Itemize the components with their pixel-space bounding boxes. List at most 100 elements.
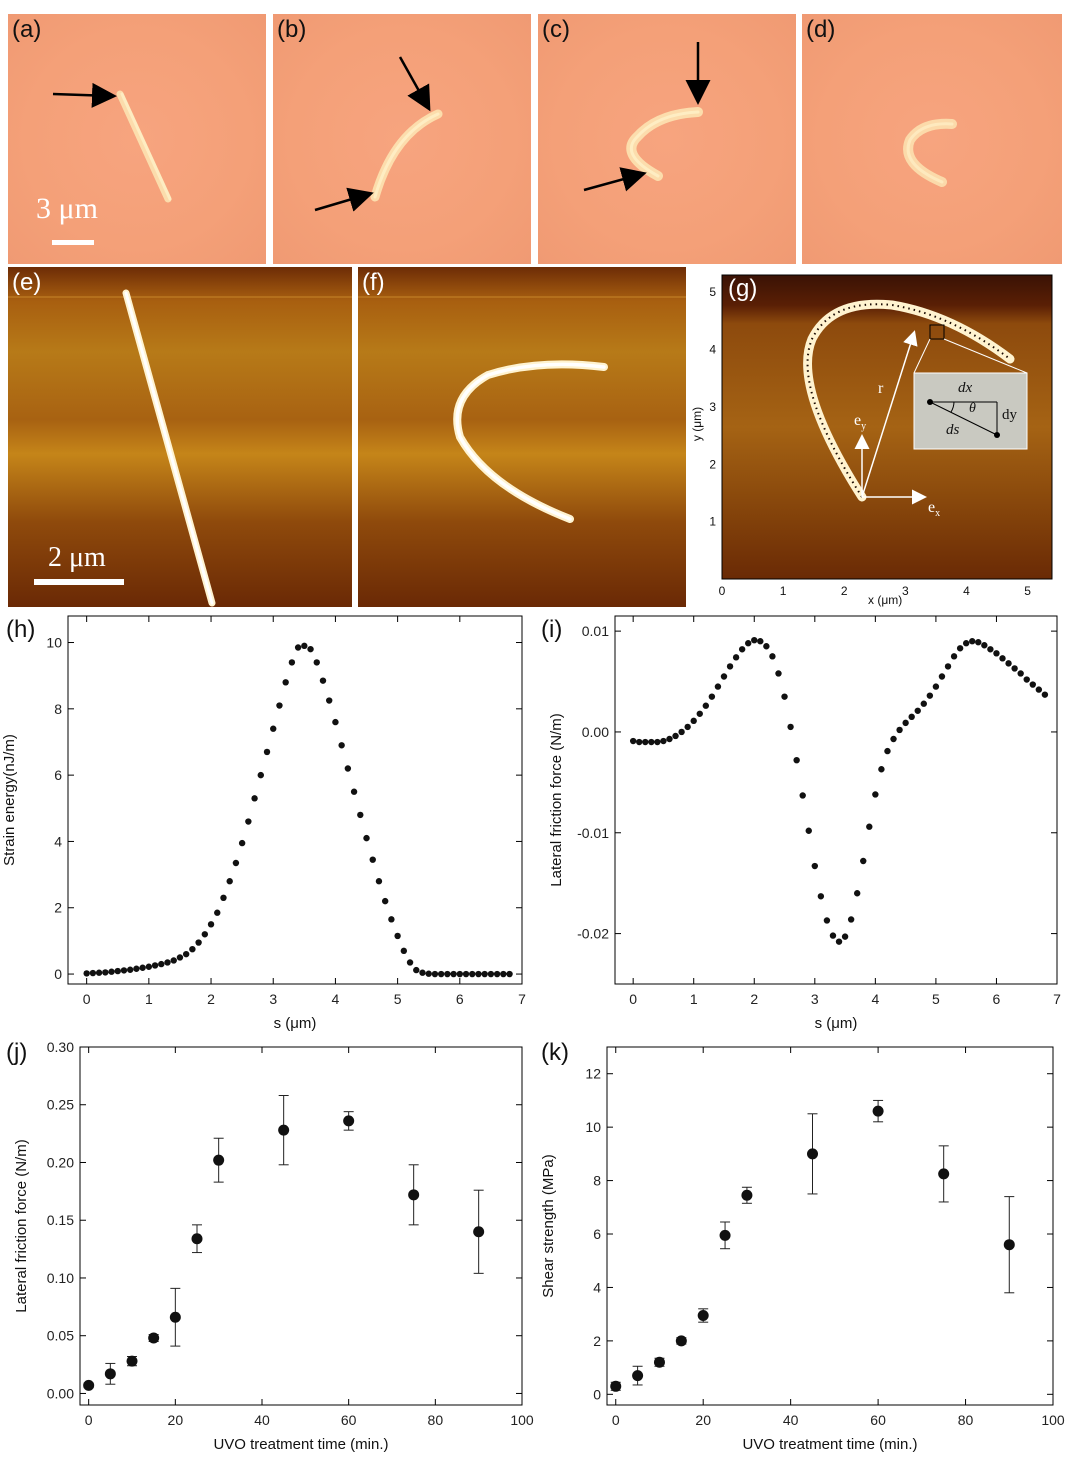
data-point <box>288 659 296 666</box>
data-point <box>944 663 952 670</box>
data-point <box>133 965 140 972</box>
panel-d-label: (d) <box>806 16 836 43</box>
data-point <box>908 713 915 721</box>
x-tick-label: 2 <box>207 991 215 1007</box>
data-point <box>95 969 103 976</box>
data-point <box>793 756 800 764</box>
y-tick-label: 0 <box>593 1386 601 1402</box>
data-point <box>164 959 171 966</box>
data-point <box>799 792 806 799</box>
panel-a-image <box>52 82 172 245</box>
data-point <box>276 702 283 709</box>
plot-frame <box>614 615 1058 985</box>
data-point <box>226 878 233 885</box>
data-point <box>835 938 843 945</box>
data-point <box>1023 676 1030 683</box>
data-point <box>610 1380 622 1392</box>
panel-f: (f) <box>358 267 686 607</box>
arrow <box>398 56 431 112</box>
x-tick-label: 100 <box>510 1412 534 1428</box>
g-ytick-label: 5 <box>709 285 716 299</box>
panel-e-image <box>8 289 352 607</box>
nanowire <box>116 90 172 203</box>
data-point <box>343 1115 355 1127</box>
x-tick-label: 7 <box>1053 991 1061 1007</box>
data-point <box>413 966 420 974</box>
y-tick-label: 4 <box>54 833 62 849</box>
data-point <box>139 964 146 971</box>
data-point <box>357 811 364 819</box>
chart-i-svg: 0 1 2 3 4 5 6 7 -0.02 -0.01 0.00 0.01 s (μm) Lateral … <box>548 615 1061 1032</box>
data-point <box>108 968 115 975</box>
data-point <box>158 960 165 968</box>
data-point <box>938 1168 950 1180</box>
data-point <box>394 932 401 940</box>
arrow <box>583 167 647 192</box>
x-axis-label: s (μm) <box>274 1015 317 1032</box>
data-point <box>956 645 964 652</box>
data-point <box>148 1332 160 1344</box>
data-point <box>251 795 258 802</box>
g-ey-e: e <box>854 412 862 429</box>
r-arrow <box>861 330 918 498</box>
x-axis-label: UVO treatment time (min.) <box>213 1436 388 1453</box>
data-point <box>388 916 395 923</box>
data-point <box>841 933 849 940</box>
data-point <box>981 642 988 649</box>
panel-g-plot: 0 1 2 3 4 5 1 2 3 4 5 <box>709 274 1053 598</box>
y-tick-label: 10 <box>585 1119 601 1135</box>
g-xtick-label: 0 <box>719 584 726 598</box>
y-tick-label: 8 <box>593 1173 601 1189</box>
data-point <box>1017 670 1024 677</box>
data-point <box>872 1105 884 1117</box>
y-tick-label: 6 <box>593 1226 601 1242</box>
data-point <box>369 856 376 863</box>
data-point <box>419 969 426 976</box>
data-point <box>170 957 177 964</box>
data-point <box>307 645 314 653</box>
x-tick-label: 3 <box>811 991 819 1007</box>
chart-h-svg: 0 1 2 3 4 5 6 7 0 2 4 6 8 10 s (μm) Strain energy(nJ/m) <box>1 615 526 1032</box>
data-point <box>282 679 289 686</box>
data-point <box>787 723 794 731</box>
data-point <box>207 921 215 928</box>
data-point <box>176 954 184 961</box>
data-point <box>114 967 121 975</box>
data-point <box>926 692 934 699</box>
y-tick-label: 0.10 <box>47 1270 74 1286</box>
data-point <box>672 732 679 740</box>
x-tick-label: 100 <box>1041 1412 1065 1428</box>
data-point <box>332 718 339 726</box>
plot-frame <box>67 615 523 985</box>
data-point <box>89 969 97 977</box>
data-point <box>632 1370 644 1382</box>
data-point <box>823 917 831 924</box>
data-point <box>437 970 445 978</box>
y-tick-label: 6 <box>54 767 62 783</box>
scale-bar <box>52 240 94 245</box>
data-point <box>660 737 667 745</box>
x-tick-label: 6 <box>456 991 464 1007</box>
data-point <box>462 970 470 978</box>
data-point <box>629 737 637 745</box>
data-point <box>375 878 383 885</box>
data-point <box>719 1229 731 1241</box>
data-point <box>751 636 758 644</box>
data-point <box>666 735 673 743</box>
data-point <box>408 1189 420 1201</box>
plot-frame <box>606 1046 1054 1406</box>
y-tick-label: 0.05 <box>47 1328 74 1344</box>
data-point <box>860 857 867 865</box>
y-tick-label: 12 <box>585 1066 601 1082</box>
g-inset-dx: dx <box>958 380 973 396</box>
data-point <box>805 827 812 834</box>
y-axis-label: Shear strength (MPa) <box>540 1154 557 1297</box>
data-point <box>872 791 879 798</box>
data-point <box>726 663 734 670</box>
panel-a-label: (a) <box>12 16 42 43</box>
data-point <box>811 862 819 870</box>
data-point <box>220 894 227 902</box>
panel-f-label: (f) <box>362 269 385 296</box>
data-point <box>648 738 655 746</box>
